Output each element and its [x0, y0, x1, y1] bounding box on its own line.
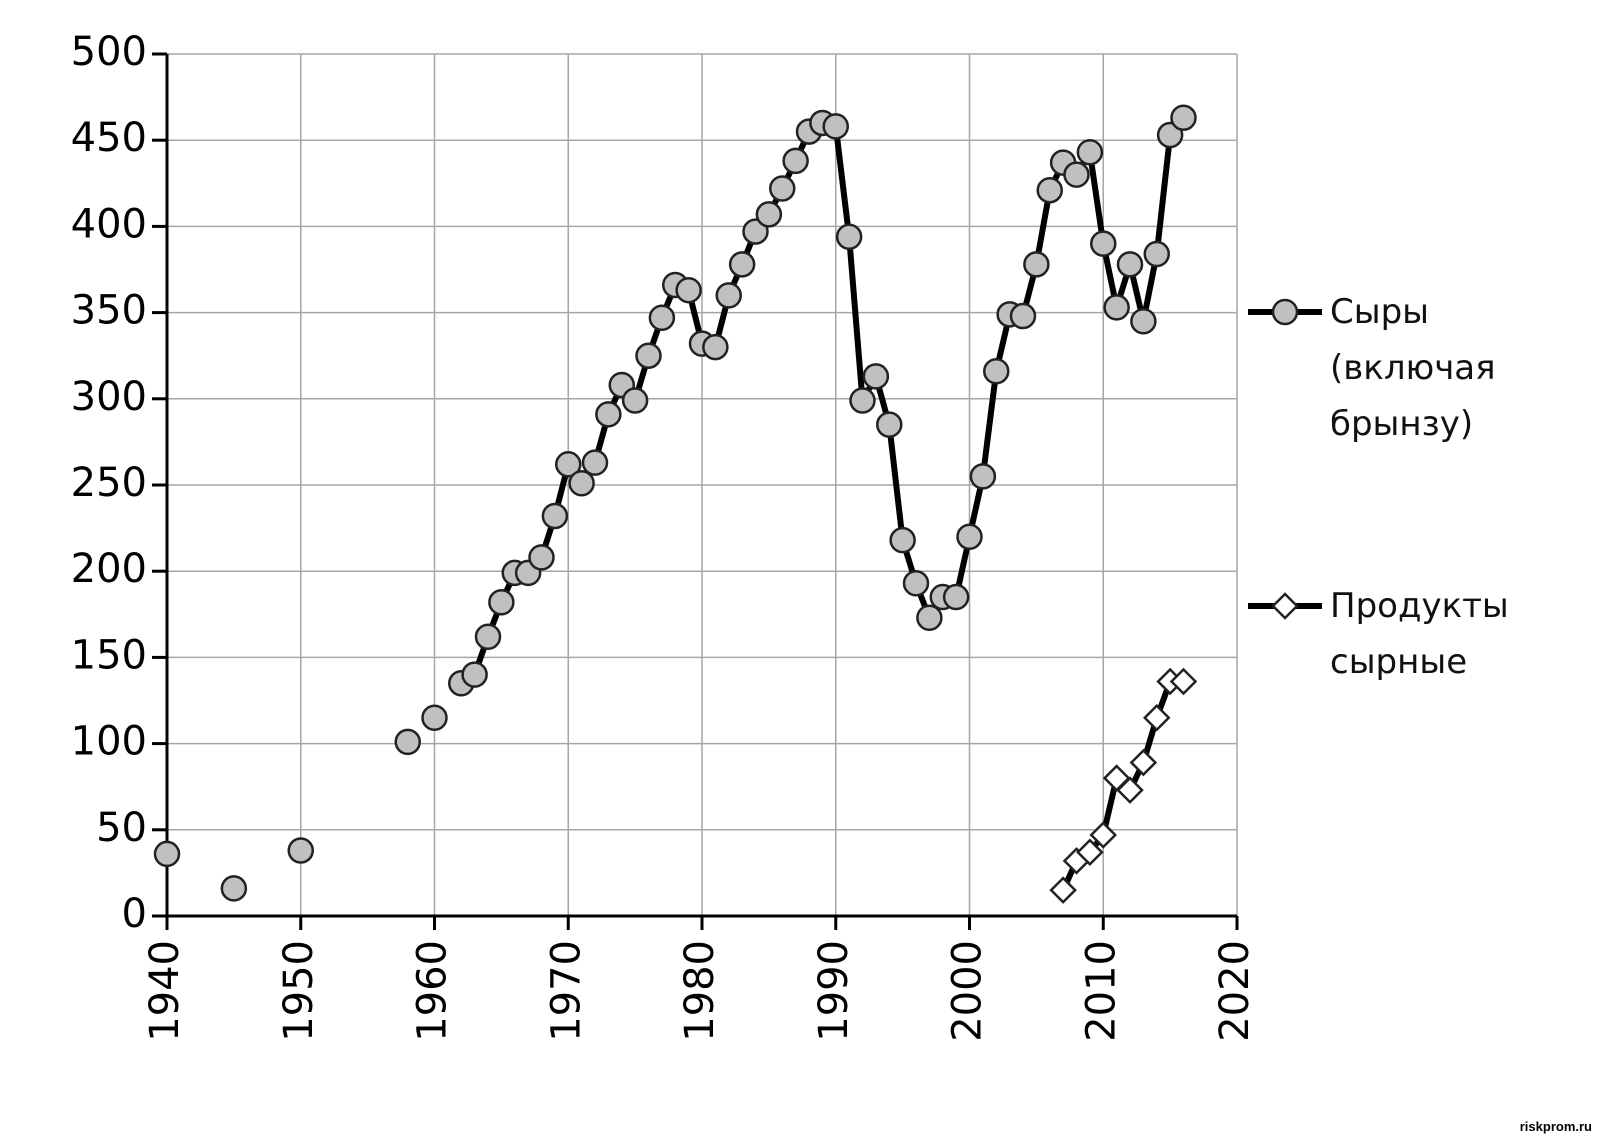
x-tick-label: 2020	[1212, 940, 1258, 1042]
marker	[1023, 251, 1050, 278]
marker	[488, 588, 515, 616]
legend-label: Сыры (включая брынзу)	[1330, 292, 1496, 444]
marker	[1116, 251, 1144, 278]
marker	[1156, 121, 1184, 149]
x-tick-label: 2010	[1078, 940, 1124, 1042]
marker	[782, 147, 809, 175]
marker	[969, 463, 997, 490]
marker	[1090, 230, 1117, 257]
marker	[675, 276, 702, 304]
marker	[916, 604, 943, 631]
marker	[621, 387, 649, 414]
marker	[1130, 307, 1157, 335]
y-tick-label: 0	[122, 891, 147, 937]
x-tick-label: 2000	[945, 940, 991, 1042]
marker	[715, 282, 742, 309]
marker	[421, 704, 448, 731]
marker	[1089, 821, 1118, 849]
marker	[648, 304, 676, 332]
marker	[541, 502, 569, 530]
marker	[902, 570, 930, 597]
marker	[862, 363, 890, 390]
marker	[153, 840, 181, 868]
marker	[1129, 748, 1158, 777]
marker	[889, 526, 916, 554]
marker	[595, 401, 622, 428]
marker	[1169, 667, 1198, 696]
marker	[1076, 838, 1104, 866]
marker	[1036, 176, 1063, 204]
y-tick-label: 50	[96, 805, 147, 851]
x-tick-label: 1970	[543, 940, 589, 1042]
marker	[1170, 104, 1197, 132]
marker	[1143, 240, 1170, 268]
marker	[822, 113, 849, 140]
marker	[635, 342, 662, 369]
marker	[835, 223, 863, 250]
marker	[555, 451, 582, 478]
x-tick-label: 1960	[410, 940, 456, 1042]
marker	[528, 544, 555, 571]
marker	[220, 875, 248, 902]
marker	[581, 449, 609, 476]
marker	[728, 251, 756, 278]
marker	[1009, 302, 1037, 330]
x-tick-label: 1990	[811, 940, 857, 1042]
marker	[1142, 703, 1171, 732]
y-tick-label: 400	[71, 201, 147, 247]
marker	[769, 175, 796, 202]
marker	[394, 728, 421, 756]
marker	[1063, 161, 1090, 188]
series-line	[459, 115, 1186, 686]
legend-label: Продукты сырные	[1330, 586, 1509, 682]
watermark: riskprom.ru	[1519, 1119, 1592, 1134]
marker	[1116, 776, 1144, 804]
marker	[474, 623, 502, 650]
marker	[1049, 876, 1077, 904]
x-tick-label: 1950	[276, 940, 322, 1042]
legend-marker	[1271, 298, 1299, 326]
marker	[755, 201, 783, 228]
y-tick-label: 150	[71, 632, 147, 678]
marker	[742, 218, 769, 245]
marker	[849, 387, 876, 414]
y-tick-label: 100	[71, 719, 147, 765]
marker	[942, 583, 970, 611]
x-tick-label: 1940	[142, 940, 188, 1042]
marker	[1076, 139, 1104, 166]
marker	[1103, 294, 1130, 321]
marker	[956, 523, 983, 550]
y-tick-label: 200	[71, 546, 147, 592]
y-tick-label: 500	[71, 29, 147, 75]
y-tick-label: 300	[71, 374, 147, 420]
marker	[461, 661, 488, 688]
marker	[876, 411, 903, 438]
marker	[287, 837, 314, 864]
marker	[568, 470, 595, 497]
legend-marker	[1271, 592, 1299, 620]
x-tick-label: 1980	[677, 940, 723, 1042]
y-tick-label: 450	[71, 115, 147, 161]
marker	[702, 333, 729, 361]
y-tick-label: 250	[71, 460, 147, 506]
y-tick-label: 350	[71, 288, 147, 334]
marker	[983, 357, 1010, 385]
